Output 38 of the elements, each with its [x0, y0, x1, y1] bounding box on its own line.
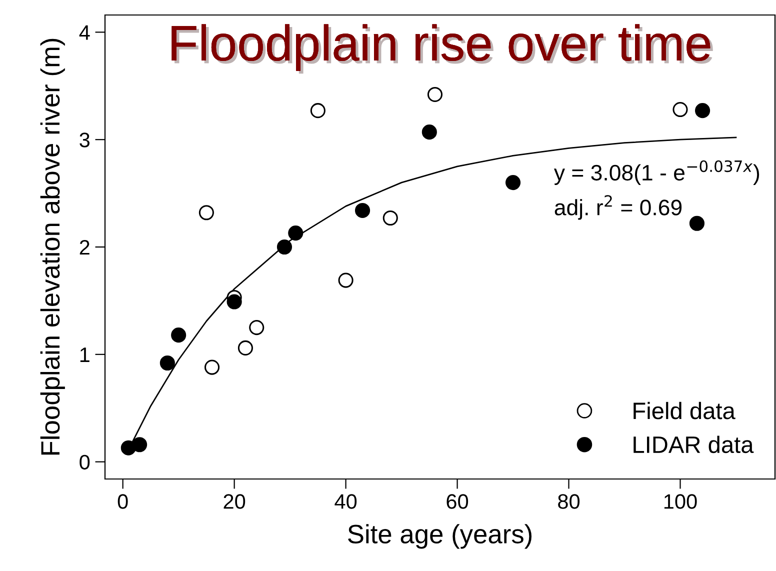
x-tick-label: 60: [446, 494, 468, 509]
x-tick-label: 100: [664, 494, 697, 509]
point: [204, 360, 220, 375]
point: [171, 328, 186, 343]
x-tick-label: 80: [558, 494, 580, 509]
x-tick-label: 0: [118, 494, 128, 509]
point: [249, 320, 264, 336]
x-tick-label: 40: [334, 494, 357, 509]
point: [288, 226, 304, 241]
point: [354, 202, 370, 218]
point: [132, 437, 148, 452]
point: [276, 239, 292, 255]
point: [338, 272, 354, 288]
y-axis-title: Floodplain elevation above river (m): [40, 38, 65, 455]
y-tick-label: 4: [79, 25, 90, 40]
legend-label: LIDAR data: [634, 436, 754, 454]
point: [382, 210, 398, 226]
point: [427, 86, 443, 102]
y-tick-label: 1: [80, 348, 90, 362]
y-tick-label: 2: [80, 240, 90, 255]
point: [695, 103, 710, 118]
point: [689, 216, 704, 231]
annotation: adj. r$^{2}$ = 0.69: [554, 195, 682, 220]
point: [422, 124, 437, 140]
x-tick-label: 20: [224, 494, 246, 509]
point: [505, 175, 521, 190]
point: [226, 294, 242, 310]
y-tick-label: 0: [80, 454, 90, 470]
point: [198, 205, 214, 220]
point: [672, 102, 688, 118]
legend-label: Field data: [634, 402, 736, 420]
annotation: y = 3.08(1 - e$^{−0.037x}$): [554, 160, 760, 185]
x-axis-title: Site age (years): [348, 524, 532, 549]
point: [160, 355, 175, 371]
y-tick-label: 3: [80, 132, 90, 148]
point: [310, 103, 326, 118]
chart-title: Floodplain rise over time: [172, 24, 713, 74]
point: [238, 340, 253, 356]
